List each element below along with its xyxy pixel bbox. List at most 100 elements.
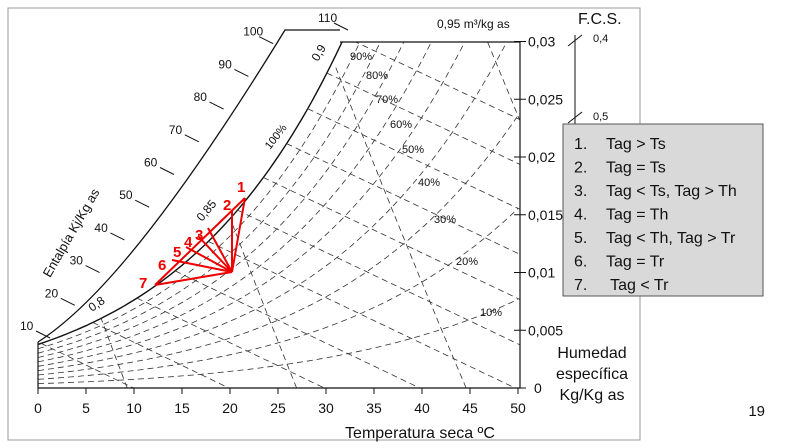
enthalpy-tick — [333, 22, 349, 31]
fcs-label: F.C.S. — [578, 11, 622, 28]
enthalpy-tick-label: 70 — [169, 123, 183, 137]
page-number: 19 — [748, 403, 765, 420]
enthalpy-tick — [258, 36, 274, 45]
point-number: 7 — [139, 275, 147, 292]
plot-border — [37, 41, 521, 389]
enthalpy-tick — [85, 265, 100, 274]
rh-label: 70% — [376, 94, 398, 106]
point-number: 2 — [223, 197, 231, 214]
rh-curve — [38, 42, 466, 367]
enthalpy-line — [92, 322, 230, 388]
volume-label: 0,85 — [194, 197, 220, 224]
fcs-tick-label: 0,4 — [593, 33, 608, 45]
enthalpy-tick-label: 10 — [20, 319, 34, 333]
rh-curve — [38, 42, 405, 358]
volume-label: 0,8 — [86, 293, 108, 314]
enthalpy-line — [208, 241, 516, 388]
rh-label: 100% — [263, 122, 290, 152]
legend-text: Tag > Ts — [606, 136, 666, 153]
legend-number: 7. — [574, 277, 587, 294]
x-tick-label: 15 — [174, 400, 190, 416]
enthalpy-tick-label: 110 — [318, 11, 337, 25]
legend-number: 6. — [574, 254, 587, 271]
point-number: 6 — [158, 257, 166, 274]
enthalpy-tick — [134, 199, 150, 208]
fcs-tick-label: 0,5 — [593, 111, 608, 123]
x-tick-label: 50 — [510, 400, 526, 416]
enthalpy-tick — [159, 167, 175, 175]
enthalpy-tick-label: 40 — [94, 221, 108, 235]
y-tick-label: 0,025 — [528, 91, 563, 107]
y-tick-label: 0 — [534, 380, 542, 396]
x-tick-label: 40 — [414, 400, 430, 416]
legend-text: Tag = Ts — [606, 160, 666, 177]
y-tick-label: 0,03 — [528, 34, 555, 50]
legend-text: Tag < Ts, Tag > Th — [606, 183, 737, 200]
enthalpy-tick — [35, 330, 51, 339]
enthalpy-tick — [60, 297, 76, 306]
y-tick-label: 0,01 — [528, 265, 555, 281]
rh-label: 80% — [366, 70, 388, 82]
enthalpy-line — [326, 72, 520, 165]
enthalpy-line — [286, 143, 520, 255]
x-tick-label: 45 — [462, 400, 478, 416]
enthalpy-line — [40, 342, 134, 388]
x-tick-label: 10 — [126, 400, 142, 416]
legend-number: 4. — [574, 207, 587, 224]
rh-label: 90% — [350, 51, 372, 63]
x-tick-label: 35 — [366, 400, 382, 416]
rh-label: 10% — [480, 307, 502, 319]
legend-box — [562, 123, 764, 297]
enthalpy-tick-label: 30 — [70, 254, 84, 268]
legend-text: Tag < Tr — [606, 277, 669, 294]
volume-line — [334, 64, 467, 388]
rh-label: 50% — [402, 144, 424, 156]
rh-curve — [38, 208, 519, 380]
legend-number: 3. — [574, 183, 587, 200]
enthalpy-tick — [184, 134, 200, 143]
enthalpy-tick — [110, 232, 125, 241]
rh-label: 40% — [418, 177, 440, 189]
rh-label: 20% — [456, 256, 478, 268]
legend: 1. Tag > Ts 2. Tag = Ts 3. Tag < Ts, Tag > Th… — [574, 136, 737, 294]
rh-label: 60% — [390, 119, 412, 131]
enthalpy-tick — [209, 101, 224, 110]
process-line — [154, 197, 246, 286]
enthalpy-tick-label: 20 — [45, 286, 59, 300]
legend-number: 2. — [574, 160, 587, 177]
y-tick-label: 0,02 — [528, 149, 555, 165]
outer-border — [37, 29, 340, 343]
point-number: 1 — [237, 179, 245, 196]
enthalpy-tick-label: 100 — [243, 25, 263, 39]
y-axis-label: Kg/Kg as — [560, 387, 625, 404]
legend-text: Tag = Tr — [606, 254, 665, 271]
enthalpy-tick-label: 90 — [218, 57, 232, 71]
enthalpy-line — [136, 297, 325, 388]
x-tick-label: 5 — [82, 400, 90, 416]
enthalpy-tick-label: 80 — [194, 90, 208, 104]
point-number: 4 — [184, 234, 193, 251]
volume-line — [100, 318, 128, 388]
plot-area — [38, 42, 520, 388]
volume-label: 0,95 m³/kg as — [437, 17, 510, 31]
point-number: 5 — [173, 244, 181, 261]
y-tick-label: 0,005 — [528, 322, 563, 338]
legend-number: 1. — [574, 136, 587, 153]
x-tick-label: 20 — [222, 400, 238, 416]
rh-curve — [38, 42, 508, 371]
x-axis-label: Temperatura seca ºC — [345, 425, 495, 442]
x-tick-label: 25 — [270, 400, 286, 416]
volume-line — [230, 220, 297, 388]
volume-label: 0,9 — [308, 42, 329, 64]
enthalpy-line — [237, 209, 520, 346]
x-tick-label: 0 — [34, 400, 42, 416]
fcs-tick — [567, 111, 583, 124]
legend-text: Tag < Th, Tag > Tr — [606, 230, 736, 247]
rh-curve — [38, 42, 432, 363]
y-axis-label: específica — [556, 366, 628, 383]
y-axis-label: Humedad — [557, 345, 626, 362]
saturation-curve — [38, 42, 343, 346]
enthalpy-line — [174, 270, 420, 388]
y-tick-label: 0,015 — [528, 207, 563, 223]
